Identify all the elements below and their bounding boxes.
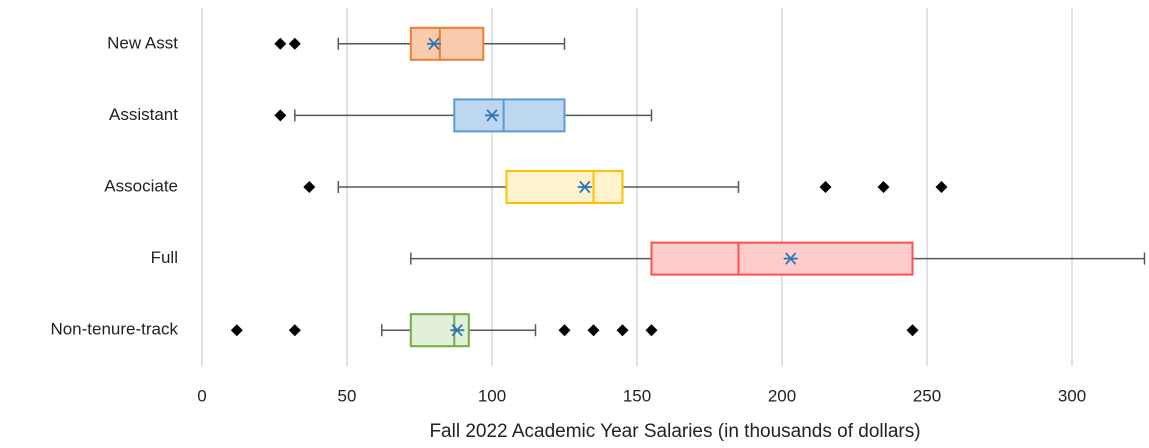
outlier [587,324,600,337]
mean-stroke [579,180,591,194]
x-tick-label: 250 [913,386,941,405]
category-label: New Asst [107,33,178,52]
mean-stroke [428,37,440,50]
mean-stroke [451,324,463,337]
x-tick-label: 0 [197,386,206,405]
x-tick-label: 150 [623,386,651,405]
outlier [645,324,658,337]
mean-marker [485,109,499,122]
outlier [288,37,301,50]
mean-stroke [486,109,498,122]
mean-marker [450,324,465,337]
outlier [819,181,832,193]
outlier [274,37,287,50]
mean-stroke [785,252,797,265]
outlier [288,324,301,337]
category-label: Associate [104,176,178,195]
category-label: Non-tenure-track [50,320,178,339]
box [505,170,624,204]
mean-marker [783,252,798,265]
x-tick-label: 100 [478,386,506,405]
box [650,241,914,276]
category-label: Assistant [109,105,178,124]
outlier [558,324,571,337]
x-tick-label: 300 [1058,386,1086,405]
x-axis-title: Fall 2022 Academic Year Salaries (in tho… [429,421,920,442]
outlier [274,109,287,122]
outlier [616,324,629,337]
box [453,98,566,133]
x-tick-label: 200 [768,386,796,405]
category-label: Full [151,248,178,267]
outlier [230,324,243,337]
outlier [303,181,316,193]
mean-marker [427,37,441,50]
outlier [877,181,890,193]
outlier [906,324,919,337]
x-tick-label: 50 [338,386,357,405]
mean-marker [577,180,592,194]
box [409,26,485,61]
outlier [935,181,948,193]
